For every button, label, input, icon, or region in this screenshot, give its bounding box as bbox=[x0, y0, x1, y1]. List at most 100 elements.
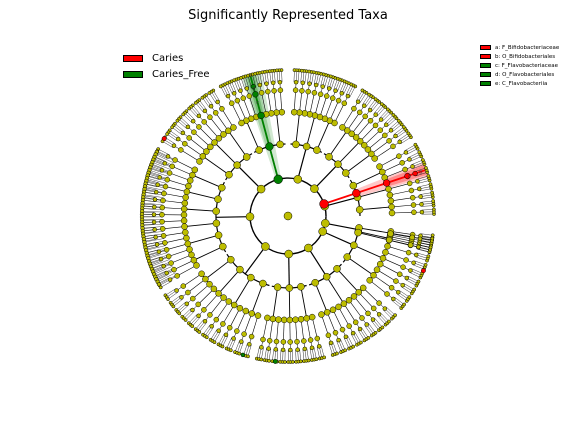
branch-species bbox=[415, 172, 428, 177]
branch-family bbox=[389, 238, 412, 244]
branch-species bbox=[192, 317, 201, 327]
node-genus bbox=[393, 133, 398, 139]
node-family bbox=[294, 338, 300, 345]
clade-legend-item-c: c: F_Flavobacteriaceae bbox=[480, 61, 559, 70]
branch-species bbox=[268, 348, 271, 361]
node-order bbox=[186, 246, 193, 253]
node-family bbox=[163, 246, 170, 253]
branch-order bbox=[192, 174, 222, 189]
branch-family bbox=[236, 310, 247, 332]
node-family bbox=[365, 310, 371, 317]
branch-species bbox=[186, 111, 195, 120]
branch-species bbox=[177, 120, 187, 129]
branch-family bbox=[192, 283, 210, 299]
node-order bbox=[275, 316, 282, 323]
branch-species bbox=[150, 260, 162, 266]
node-genus bbox=[336, 337, 341, 343]
branch-order bbox=[336, 268, 360, 293]
branch-species bbox=[205, 94, 214, 106]
node-genus bbox=[180, 130, 186, 136]
clade-letters: e d c b a bbox=[249, 73, 423, 179]
node-order bbox=[345, 296, 353, 304]
branch-order bbox=[300, 286, 308, 319]
branch-species bbox=[309, 348, 313, 361]
node-species bbox=[373, 330, 378, 335]
node-species bbox=[314, 357, 319, 362]
branch-family bbox=[373, 274, 392, 288]
branch-species bbox=[189, 108, 198, 118]
leaf-fan bbox=[149, 254, 169, 262]
leaf-fan bbox=[142, 226, 163, 229]
node-family bbox=[341, 100, 348, 107]
node-genus bbox=[259, 345, 264, 350]
node-family bbox=[182, 140, 188, 147]
leaf-fan bbox=[142, 219, 163, 220]
branch-family bbox=[267, 91, 272, 114]
node-species bbox=[193, 101, 198, 105]
branch-species bbox=[182, 308, 192, 317]
leaf-fan bbox=[151, 164, 171, 173]
node-genus bbox=[238, 88, 243, 93]
node-order bbox=[188, 251, 195, 259]
node-family bbox=[399, 160, 405, 166]
branch-family bbox=[276, 319, 279, 342]
node-order bbox=[376, 163, 383, 170]
branch-order bbox=[184, 208, 217, 212]
node-class bbox=[247, 273, 255, 282]
branch-species bbox=[269, 71, 272, 84]
node-family bbox=[178, 147, 184, 153]
node-genus bbox=[309, 345, 315, 351]
node-species bbox=[166, 297, 170, 301]
node-family bbox=[219, 106, 225, 112]
legend-swatch-caries bbox=[123, 54, 143, 62]
node-order bbox=[368, 150, 375, 158]
branch-species bbox=[417, 248, 430, 253]
node-order bbox=[388, 203, 395, 211]
branch-family bbox=[162, 226, 185, 230]
branch-family bbox=[359, 125, 376, 142]
branch-species bbox=[158, 148, 169, 155]
branch-species bbox=[371, 101, 380, 112]
branch-species bbox=[307, 71, 310, 84]
node-genus bbox=[208, 103, 214, 109]
branch-species bbox=[414, 260, 426, 265]
node-genus bbox=[300, 80, 306, 86]
bifidobacteria-lineage-node bbox=[319, 199, 329, 209]
node-genus bbox=[151, 212, 157, 217]
branch-species bbox=[418, 184, 431, 187]
node-species bbox=[165, 132, 169, 136]
branch-order bbox=[326, 276, 345, 304]
node-genus bbox=[376, 312, 382, 317]
node-family bbox=[160, 197, 166, 204]
branch-class bbox=[307, 247, 328, 278]
branch-species bbox=[311, 72, 314, 85]
branch-family bbox=[388, 183, 410, 190]
node-genus bbox=[174, 288, 179, 293]
node-order bbox=[308, 313, 316, 321]
branch-species bbox=[199, 322, 207, 333]
branch-species bbox=[254, 73, 258, 86]
marker-node-caries bbox=[161, 136, 167, 142]
node-family bbox=[411, 209, 417, 216]
node-family bbox=[271, 88, 277, 94]
branch-species bbox=[420, 196, 433, 199]
node-family bbox=[171, 266, 177, 273]
branch-order bbox=[272, 287, 279, 319]
branch-family bbox=[189, 137, 207, 152]
node-family bbox=[228, 100, 235, 107]
branch-species bbox=[401, 286, 412, 294]
node-species bbox=[432, 207, 436, 212]
branch-family bbox=[389, 240, 411, 246]
node-species bbox=[407, 295, 412, 299]
branch-species bbox=[320, 74, 324, 87]
node-genus bbox=[175, 136, 181, 142]
branch-family bbox=[351, 116, 366, 134]
node-genus bbox=[307, 81, 312, 86]
node-species bbox=[228, 348, 233, 353]
legend-label-caries: Caries bbox=[152, 52, 184, 64]
branch-order bbox=[358, 231, 390, 239]
clade-letter-d: d bbox=[252, 87, 255, 93]
branch-family bbox=[329, 100, 339, 121]
node-order bbox=[182, 194, 189, 201]
branch-species bbox=[300, 70, 302, 83]
